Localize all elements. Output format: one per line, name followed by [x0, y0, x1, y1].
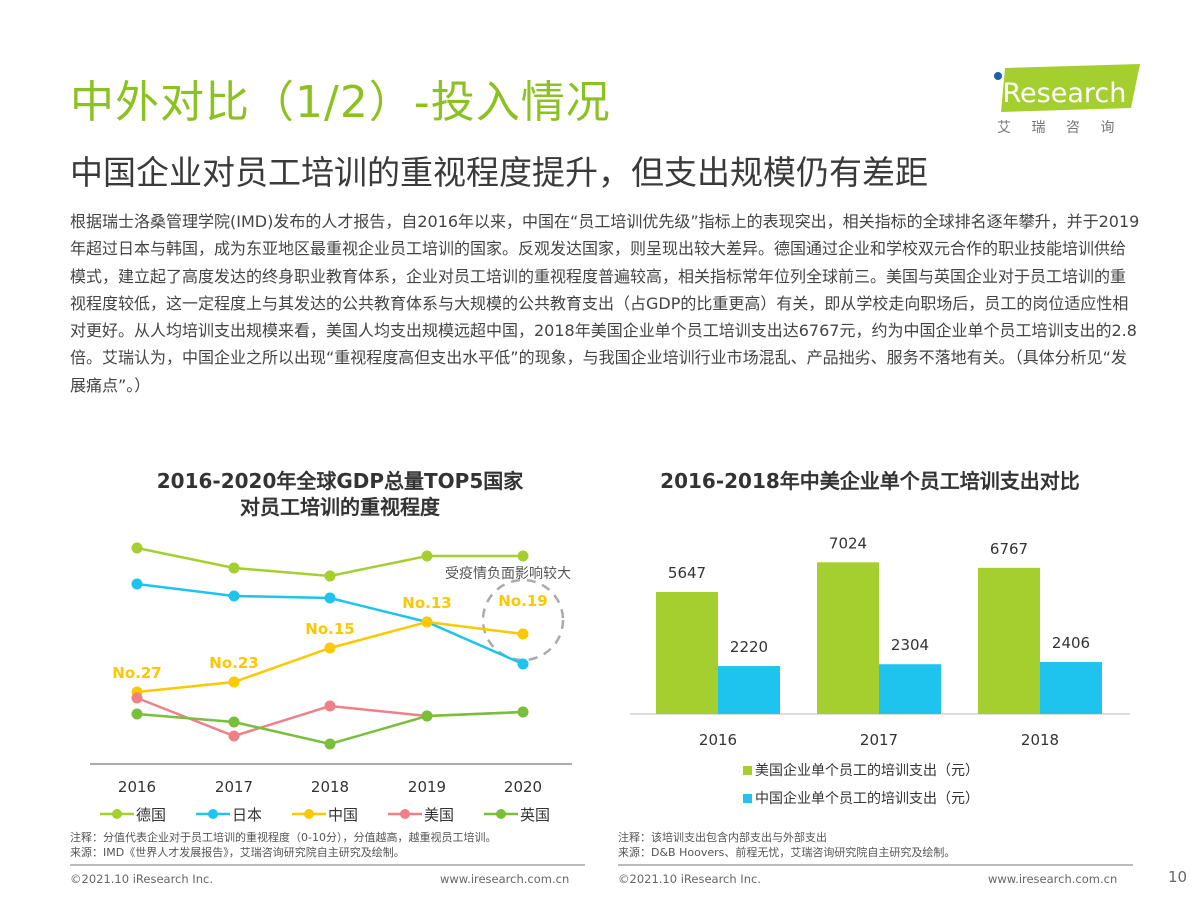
bar — [1040, 662, 1102, 714]
line-chart-source: 来源：IMD《世界人才发展报告》，艾瑞咨询研究院自主研究及绘制。 — [70, 846, 405, 859]
data-point — [324, 642, 336, 654]
data-point — [421, 616, 433, 628]
data-point — [517, 658, 529, 670]
x-tick-label: 2016 — [118, 778, 156, 796]
footer-copyright: ©2021.10 iResearch Inc. — [70, 872, 213, 886]
data-point — [324, 592, 336, 604]
x-tick-label: 2017 — [860, 731, 898, 749]
x-tick-label: 2016 — [699, 731, 737, 749]
legend-swatch — [743, 766, 752, 775]
legend-marker — [208, 809, 218, 819]
data-point — [131, 578, 143, 590]
logo-cn: 艾 瑞 咨 询 — [997, 120, 1122, 136]
data-point — [131, 708, 143, 720]
page-number: 10 — [1168, 868, 1188, 886]
bar-value-label: 2220 — [730, 638, 768, 656]
data-point — [228, 562, 240, 574]
bar-value-label: 2406 — [1052, 634, 1090, 652]
legend-label: 德国 — [136, 806, 166, 824]
line-chart-title-line2: 对员工培训的重视程度 — [240, 495, 440, 519]
line-chart-note: 注释：分值代表企业对于员工培训的重视程度（0-10分），分值越高，越重视员工培训… — [70, 831, 497, 844]
data-label: No.27 — [112, 664, 161, 682]
bar-chart: 5647 2220 2016 7024 2304 2017 6767 2406 2018 美国企业… — [630, 534, 1130, 807]
data-label: No.15 — [305, 620, 354, 638]
data-label: No.19 — [498, 592, 547, 610]
page-subtitle: 中国企业对员工培训的重视程度提升，但支出规模仍有差距 — [70, 153, 928, 192]
bar — [718, 666, 780, 714]
data-point — [324, 700, 336, 712]
footer-website[interactable]: www.iresearch.com.cn — [440, 872, 570, 886]
body-paragraph: 根据瑞士洛桑管理学院(IMD)发布的人才报告，自2016年以来，中国在“员工培训… — [70, 212, 1140, 395]
x-tick-label: 2017 — [215, 778, 253, 796]
bar — [978, 567, 1040, 714]
bar-chart-title: 2016-2018年中美企业单个员工培训支出对比 — [660, 469, 1080, 493]
data-point — [517, 628, 529, 640]
legend-label: 美国 — [424, 806, 454, 824]
footer-website[interactable]: www.iresearch.com.cn — [988, 872, 1118, 886]
line-chart-title: 2016-2020年全球GDP总量TOP5国家 对员工培训的重视程度 — [90, 468, 590, 520]
line-chart: 2016 2017 2018 2019 2020 受疫情负面影响较大 No.27 No.23 N… — [90, 542, 572, 824]
legend-marker — [400, 809, 410, 819]
legend-swatch — [743, 794, 752, 803]
logo-text: iResearch — [995, 78, 1126, 109]
data-label: No.13 — [402, 594, 451, 612]
bar — [656, 592, 718, 714]
bar-value-label: 2304 — [891, 636, 929, 654]
legend-label: 中国 — [328, 806, 358, 824]
data-point — [228, 716, 240, 728]
divider — [70, 864, 585, 866]
x-tick-label: 2020 — [504, 778, 542, 796]
data-point — [421, 710, 433, 722]
legend-label: 美国企业单个员工的培训支出（元） — [755, 762, 979, 779]
data-point — [131, 542, 143, 554]
legend-marker — [496, 809, 506, 819]
bar — [817, 562, 879, 714]
legend-label: 日本 — [232, 806, 262, 824]
legend-label: 中国企业单个员工的培训支出（元） — [755, 790, 979, 807]
x-tick-label: 2018 — [311, 778, 349, 796]
bar — [879, 664, 941, 714]
bar-chart-note: 注释：该培训支出包含内部支出与外部支出 — [618, 831, 827, 844]
bar-value-label: 5647 — [668, 564, 706, 582]
footer-copyright: ©2021.10 iResearch Inc. — [618, 872, 761, 886]
legend-marker — [112, 809, 122, 819]
data-point — [324, 738, 336, 750]
data-point — [228, 676, 240, 688]
data-point — [131, 692, 143, 704]
data-point — [228, 730, 240, 742]
data-point — [228, 590, 240, 602]
data-point — [421, 550, 433, 562]
divider — [618, 864, 1133, 866]
legend-marker — [304, 809, 314, 819]
bar-value-label: 6767 — [990, 540, 1028, 558]
bar-chart-source: 来源：D&B Hoovers、前程无忧，艾瑞咨询研究院自主研究及绘制。 — [618, 846, 956, 859]
data-label: No.23 — [209, 654, 258, 672]
iresearch-logo: iResearch 艾 瑞 咨 询 — [985, 62, 1145, 138]
data-point — [517, 550, 529, 562]
x-tick-label: 2019 — [408, 778, 446, 796]
page-title: 中外对比（1/2）-投入情况 — [70, 77, 611, 128]
data-point — [324, 570, 336, 582]
x-tick-label: 2018 — [1021, 731, 1059, 749]
legend-label: 英国 — [520, 806, 550, 824]
annotation-text: 受疫情负面影响较大 — [445, 566, 571, 582]
bar-value-label: 7024 — [829, 534, 867, 552]
data-point — [517, 706, 529, 718]
annotation-circle — [481, 578, 565, 662]
line-chart-title-line1: 2016-2020年全球GDP总量TOP5国家 — [156, 469, 524, 493]
